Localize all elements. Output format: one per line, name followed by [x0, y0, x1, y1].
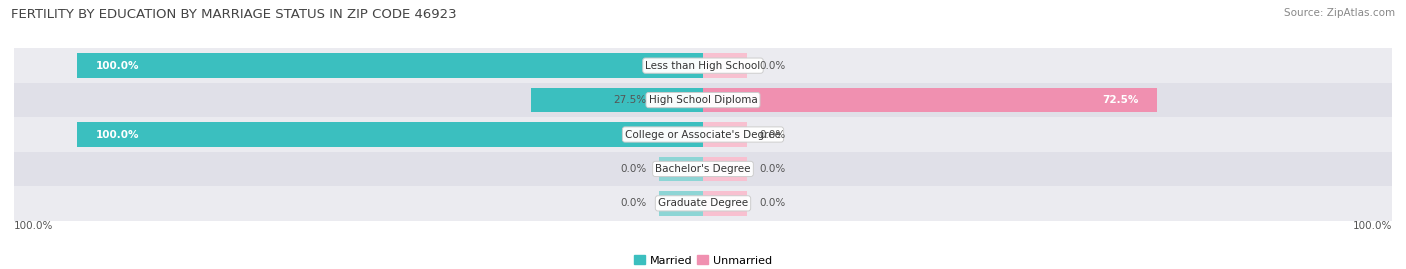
Text: 0.0%: 0.0% — [759, 164, 786, 174]
Text: 100.0%: 100.0% — [96, 129, 139, 140]
Bar — [14, 48, 1392, 83]
Text: Less than High School: Less than High School — [645, 61, 761, 71]
Text: 100.0%: 100.0% — [14, 221, 53, 231]
Text: Bachelor's Degree: Bachelor's Degree — [655, 164, 751, 174]
Text: 0.0%: 0.0% — [759, 61, 786, 71]
Bar — [14, 117, 1392, 152]
Bar — [703, 88, 1157, 112]
Bar — [14, 186, 1392, 221]
Text: 72.5%: 72.5% — [1102, 95, 1139, 105]
Bar — [659, 157, 703, 181]
Bar — [703, 157, 747, 181]
Bar — [14, 152, 1392, 186]
Bar — [703, 122, 747, 147]
Text: 27.5%: 27.5% — [613, 95, 647, 105]
Text: FERTILITY BY EDUCATION BY MARRIAGE STATUS IN ZIP CODE 46923: FERTILITY BY EDUCATION BY MARRIAGE STATU… — [11, 8, 457, 21]
Legend: Married, Unmarried: Married, Unmarried — [630, 251, 776, 269]
Text: 0.0%: 0.0% — [759, 198, 786, 208]
Text: Graduate Degree: Graduate Degree — [658, 198, 748, 208]
Text: Source: ZipAtlas.com: Source: ZipAtlas.com — [1284, 8, 1395, 18]
Text: 0.0%: 0.0% — [620, 164, 647, 174]
Bar — [14, 83, 1392, 117]
Bar — [77, 53, 703, 78]
Bar — [703, 53, 747, 78]
Text: 0.0%: 0.0% — [759, 129, 786, 140]
Bar — [531, 88, 703, 112]
Bar — [703, 191, 747, 216]
Bar — [77, 122, 703, 147]
Text: 0.0%: 0.0% — [620, 198, 647, 208]
Bar — [659, 191, 703, 216]
Text: 100.0%: 100.0% — [1353, 221, 1392, 231]
Text: High School Diploma: High School Diploma — [648, 95, 758, 105]
Text: College or Associate's Degree: College or Associate's Degree — [626, 129, 780, 140]
Text: 100.0%: 100.0% — [96, 61, 139, 71]
